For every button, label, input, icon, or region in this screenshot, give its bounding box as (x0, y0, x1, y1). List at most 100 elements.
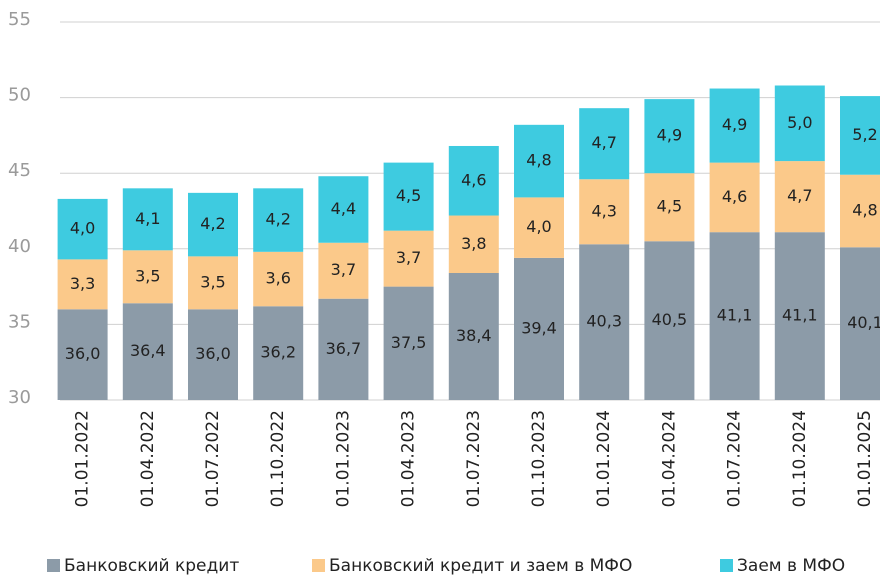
bar-segment (644, 99, 695, 174)
bar-segment (644, 173, 695, 242)
bar-segment (774, 161, 825, 233)
bar-segment (122, 250, 173, 304)
value-label: 4,9 (657, 126, 682, 145)
x-tick-label: 01.04.2024 (659, 410, 679, 507)
x-tick-label: 01.04.2022 (138, 410, 158, 507)
legend-swatch (312, 559, 325, 572)
x-tick-label: 01.01.2024 (594, 410, 614, 507)
value-label: 40,1 (847, 313, 880, 332)
legend-swatch (47, 559, 60, 572)
value-label: 40,5 (652, 310, 688, 329)
value-label: 4,6 (722, 187, 747, 206)
value-label: 4,4 (331, 199, 356, 218)
value-label: 4,9 (722, 115, 747, 134)
bar-segment (840, 96, 880, 175)
value-label: 37,5 (391, 333, 427, 352)
bar-segment (579, 108, 630, 180)
bar-segment (840, 247, 880, 400)
x-tick-label: 01.10.2024 (790, 410, 810, 507)
bar-segment (122, 303, 173, 400)
y-tick-label: 30 (8, 387, 31, 408)
bar-segment (644, 241, 695, 400)
bar-segment (57, 259, 108, 310)
x-tick-label: 01.04.2023 (399, 410, 419, 507)
value-label: 4,1 (135, 209, 160, 228)
bar-segment (318, 298, 369, 400)
value-label: 39,4 (521, 318, 557, 337)
y-tick-label: 40 (8, 236, 31, 257)
value-label: 4,0 (526, 217, 551, 236)
value-label: 4,0 (70, 219, 95, 238)
value-label: 36,4 (130, 341, 166, 360)
bar-segment (253, 251, 304, 307)
x-tick-label: 01.01.2025 (855, 410, 875, 507)
value-label: 4,8 (852, 201, 877, 220)
bar-segment (579, 179, 630, 245)
bar-segment (318, 176, 369, 243)
value-label: 4,5 (657, 197, 682, 216)
x-tick-label: 01.07.2024 (725, 410, 745, 507)
x-tick-label: 01.10.2023 (529, 410, 549, 507)
bar-segment (448, 272, 499, 400)
bar-segment (383, 230, 434, 287)
value-label: 4,2 (265, 210, 290, 229)
y-tick-label: 55 (8, 9, 31, 30)
value-label: 38,4 (456, 326, 492, 345)
bar-segment (774, 85, 825, 162)
value-label: 4,2 (200, 214, 225, 233)
value-label: 40,3 (586, 312, 622, 331)
y-tick-label: 50 (8, 85, 31, 106)
value-label: 5,0 (787, 113, 812, 132)
bar-segment (188, 309, 238, 400)
value-label: 36,0 (195, 344, 231, 363)
bar-segment (709, 232, 760, 400)
bar-segment (774, 232, 825, 400)
value-label: 3,5 (135, 266, 160, 285)
value-label: 4,6 (461, 170, 486, 189)
bar-segment (448, 215, 499, 273)
value-label: 41,1 (782, 306, 818, 325)
value-label: 3,3 (70, 274, 95, 293)
value-label: 4,7 (787, 186, 812, 205)
bar-segment (253, 306, 304, 400)
value-label: 3,8 (461, 234, 486, 253)
bar-segment (579, 244, 630, 400)
value-label: 3,7 (331, 260, 356, 279)
bar-segment (709, 88, 760, 163)
value-label: 3,6 (265, 269, 290, 288)
legend-label: Банковский кредит (64, 556, 239, 576)
value-label: 5,2 (852, 125, 877, 144)
x-tick-label: 01.10.2022 (268, 410, 288, 507)
bar-segment (57, 198, 108, 260)
bar-segment (57, 309, 108, 400)
bar-segment (318, 242, 369, 299)
x-tick-label: 01.01.2022 (73, 410, 93, 507)
value-label: 4,5 (396, 186, 421, 205)
legend-label: Банковский кредит и заем в МФО (329, 556, 632, 576)
value-label: 3,5 (200, 272, 225, 291)
y-tick-label: 45 (8, 160, 31, 181)
bar-segment (122, 188, 173, 251)
bar-segment (188, 192, 238, 257)
value-label: 4,8 (526, 151, 551, 170)
bar-segment (383, 162, 434, 231)
value-label: 4,3 (591, 201, 616, 220)
bar-segment (448, 145, 499, 216)
value-label: 36,0 (65, 344, 101, 363)
x-tick-label: 01.07.2022 (203, 410, 223, 507)
value-label: 36,2 (260, 343, 296, 362)
value-label: 41,1 (717, 306, 753, 325)
bar-segment (383, 286, 434, 400)
bar-segment (514, 197, 564, 258)
bar-segment (709, 162, 760, 233)
y-tick-label: 35 (8, 311, 31, 332)
value-label: 4,7 (591, 133, 616, 152)
bar-segment (514, 124, 564, 198)
legend-label: Заем в МФО (737, 556, 845, 576)
value-label: 3,7 (396, 248, 421, 267)
x-tick-label: 01.01.2023 (333, 410, 353, 507)
x-tick-label: 01.07.2023 (464, 410, 484, 507)
legend-swatch (720, 559, 733, 572)
bar-segment (514, 257, 564, 400)
